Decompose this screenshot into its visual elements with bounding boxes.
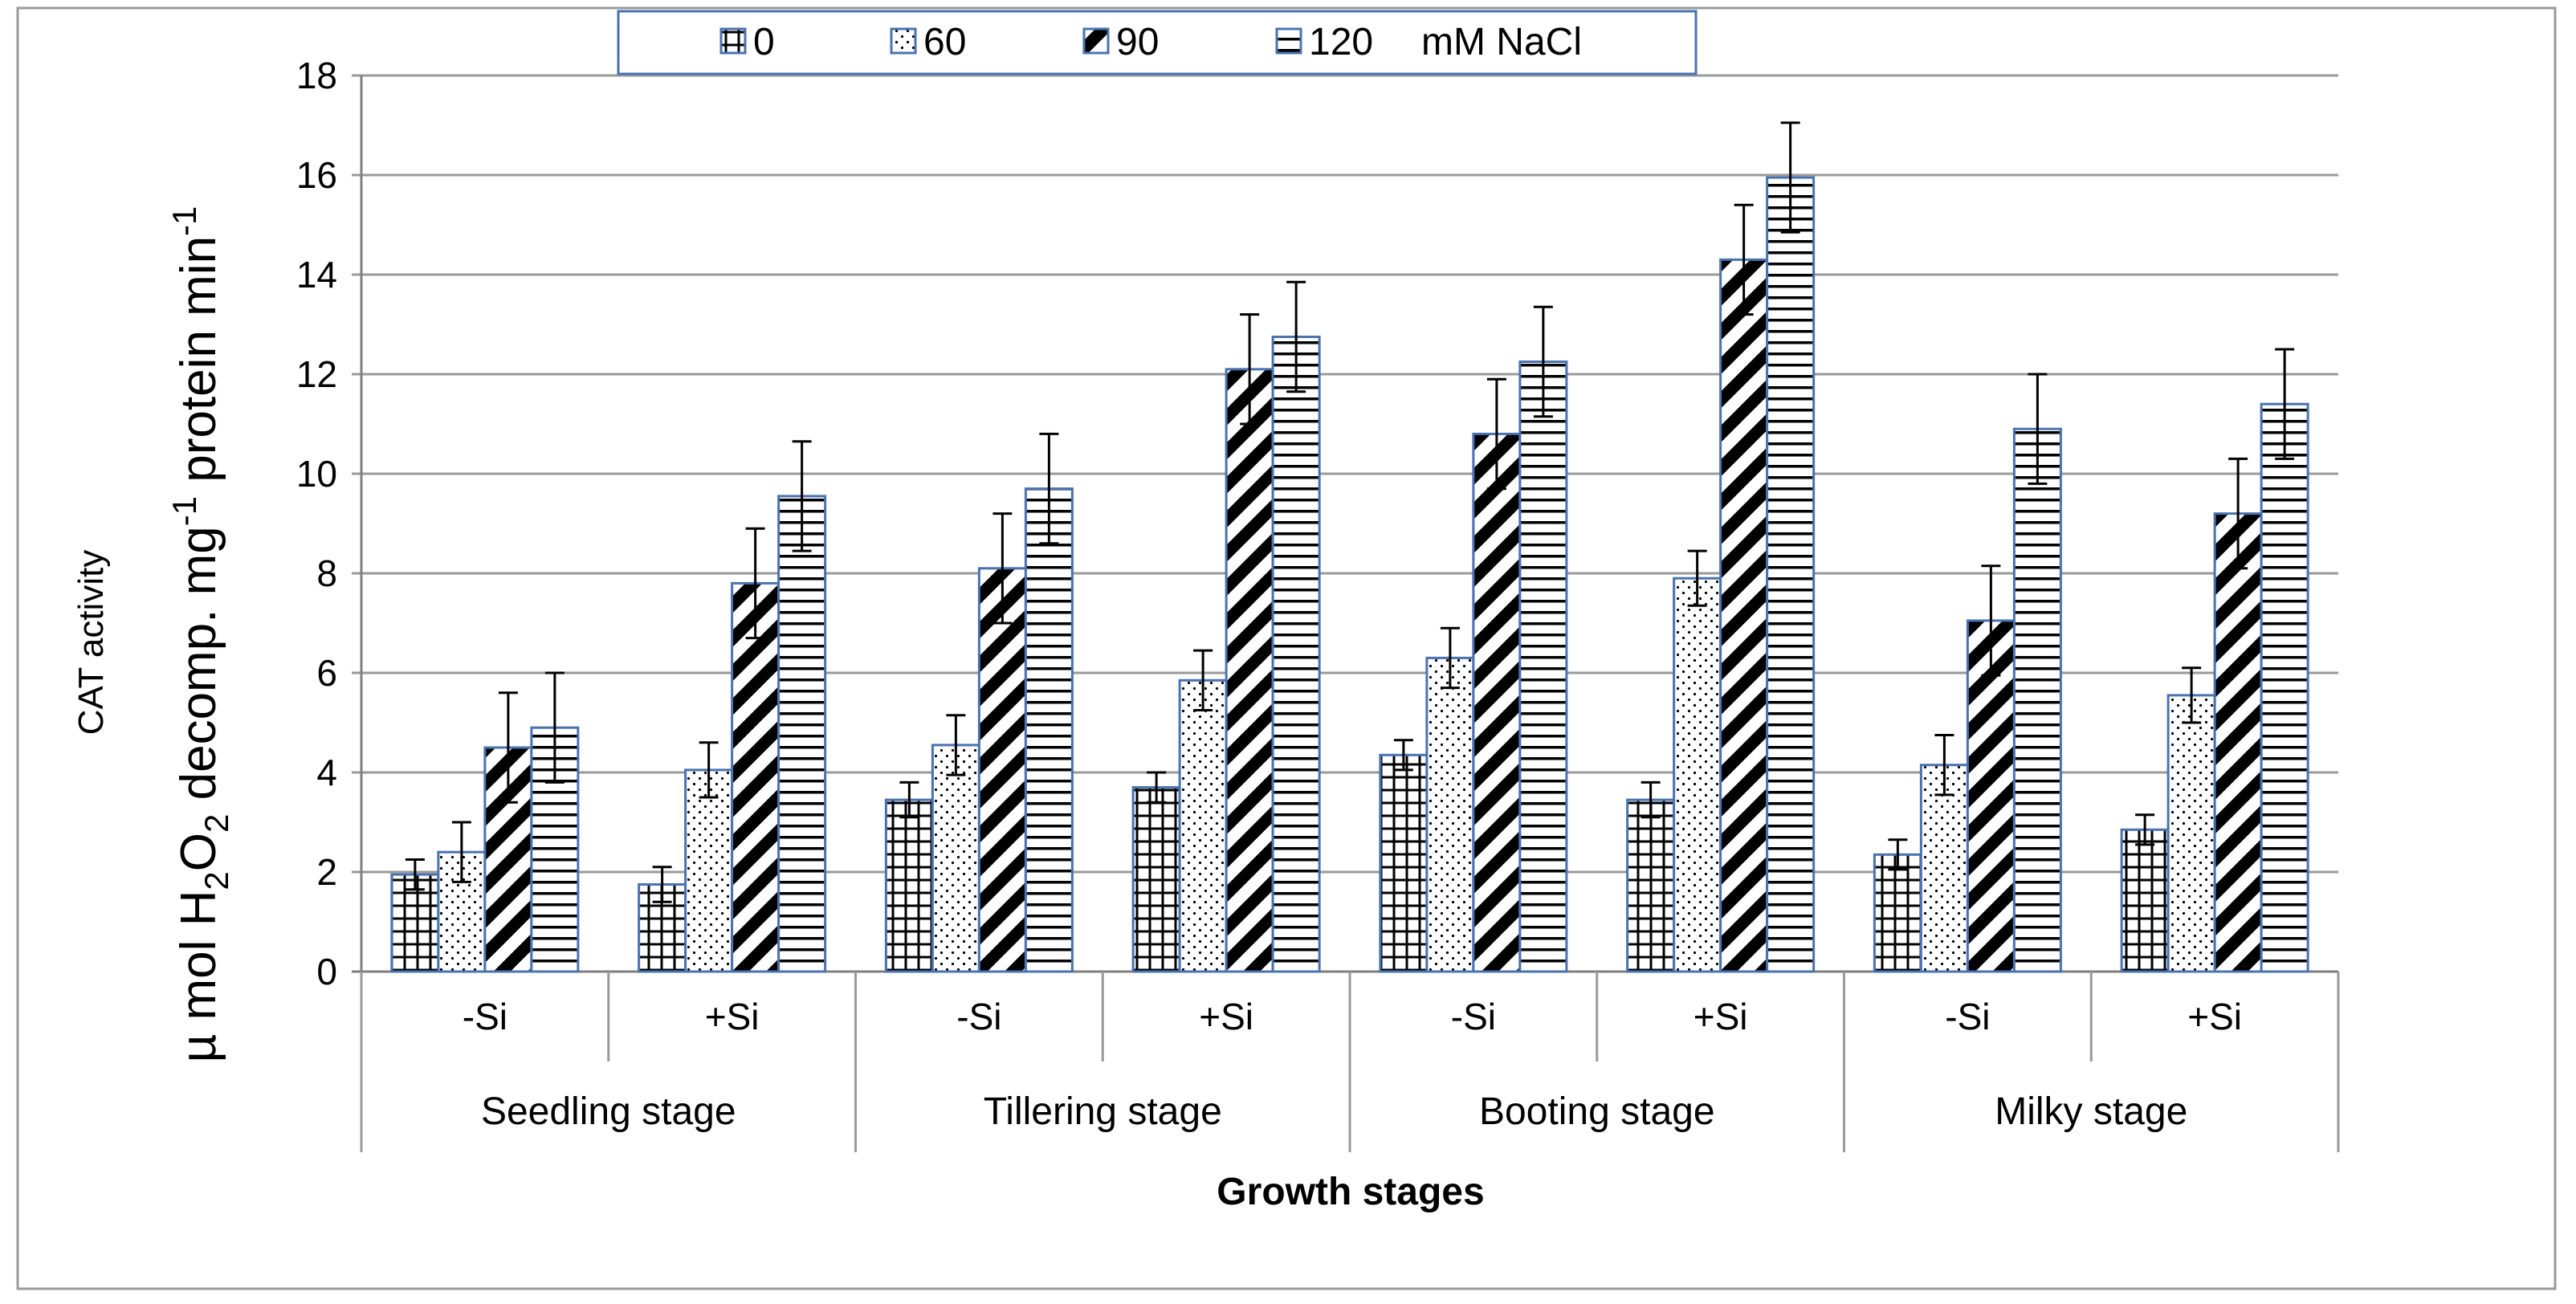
y-axis-label-sub1: 2 (198, 871, 235, 890)
legend-swatch-90 (1082, 27, 1110, 55)
y-axis-label-part2: O (171, 833, 226, 871)
x-subgroup-label: +Si (705, 996, 760, 1037)
legend-box (617, 10, 1698, 75)
bar-60-booting-stage-plus-si (1673, 577, 1722, 973)
legend-label-60: 60 (923, 21, 966, 63)
bar-60-tillering-stage-minus-si (931, 744, 980, 973)
y-tick-label: 0 (316, 951, 337, 992)
bars (390, 176, 2309, 973)
bar-90-seedling-stage-plus-si (731, 581, 781, 973)
y-tick-label: 14 (296, 254, 337, 295)
x-group-label: Seedling stage (481, 1090, 736, 1133)
legend-swatch-120 (1275, 27, 1302, 55)
x-subgroup-label: -Si (1451, 996, 1496, 1037)
bar-90-tillering-stage-plus-si (1225, 368, 1274, 973)
x-group-label: Tillering stage (984, 1090, 1222, 1133)
y-axis-label-sup1: -1 (165, 496, 203, 526)
x-subgroup-label: -Si (956, 996, 1001, 1037)
bar-120-milky-stage-plus-si (2260, 402, 2309, 973)
y-tick-label: 6 (316, 652, 337, 694)
y-tick-label: 4 (316, 752, 337, 793)
y-tick-label: 12 (296, 353, 337, 395)
bar-0-tillering-stage-minus-si (884, 798, 934, 973)
y-axis: 0 2 4 6 8 10 12 14 16 18 (296, 55, 363, 992)
bar-0-booting-stage-minus-si (1379, 753, 1429, 973)
x-axis-title: Growth stages (1217, 1171, 1484, 1213)
x-subgroup-label: +Si (1199, 996, 1253, 1037)
y-tick-label: 8 (316, 552, 337, 594)
x-subgroup-label: +Si (2187, 996, 2242, 1037)
y-axis-label-part4: protein min (171, 236, 226, 496)
y-axis-label-sup2: -1 (165, 206, 203, 236)
bar-120-seedling-stage-plus-si (777, 495, 827, 973)
bar-90-milky-stage-plus-si (2213, 512, 2263, 973)
bar-0-milky-stage-minus-si (1873, 853, 1922, 973)
bar-0-tillering-stage-plus-si (1131, 786, 1181, 973)
bar-120-milky-stage-minus-si (2012, 427, 2062, 973)
bar-60-booting-stage-minus-si (1425, 656, 1475, 973)
legend: 0 60 90 120 mM NaCl (617, 10, 1698, 75)
y-axis-small-label: CAT activity (71, 550, 111, 736)
y-axis-label-part3: decomp. mg (171, 526, 226, 813)
legend-label-90: 90 (1116, 21, 1159, 63)
x-subgroup-label: -Si (463, 996, 507, 1037)
bar-120-booting-stage-plus-si (1766, 176, 1816, 973)
x-axis: -Si +Si -Si +Si -Si +Si -Si +Si Seedling stage Ti… (360, 972, 2340, 1152)
legend-label-120: 120 (1309, 21, 1373, 63)
bar-120-tillering-stage-plus-si (1271, 336, 1321, 973)
bar-60-seedling-stage-plus-si (684, 768, 734, 973)
legend-label-0: 0 (753, 21, 775, 63)
legend-swatch-60 (890, 27, 917, 55)
bar-90-booting-stage-minus-si (1472, 432, 1522, 973)
bar-120-booting-stage-minus-si (1518, 361, 1568, 973)
y-tick-label: 16 (296, 154, 337, 196)
legend-unit: mM NaCl (1421, 21, 1582, 63)
y-axis-label: µ mol H2O2 decomp. mg-1 protein min-1 (165, 206, 235, 1063)
y-axis-label-sub2: 2 (198, 814, 235, 833)
bar-60-tillering-stage-plus-si (1178, 678, 1228, 973)
y-tick-label: 2 (316, 851, 337, 893)
y-tick-label: 18 (296, 55, 337, 96)
legend-swatch-0 (719, 27, 747, 55)
bar-90-tillering-stage-minus-si (977, 567, 1027, 973)
x-subgroup-label: +Si (1694, 996, 1748, 1037)
bar-90-booting-stage-plus-si (1719, 258, 1769, 973)
bar-120-tillering-stage-minus-si (1024, 487, 1074, 973)
y-tick-label: 10 (296, 453, 337, 495)
bar-0-seedling-stage-minus-si (390, 873, 440, 973)
error-bars (405, 121, 2295, 903)
bar-60-milky-stage-plus-si (2166, 694, 2216, 973)
bar-0-booting-stage-plus-si (1626, 798, 1676, 973)
y-axis-label-part1: µ mol H (171, 890, 226, 1063)
x-group-label: Booting stage (1479, 1090, 1715, 1133)
x-subgroup-label: -Si (1945, 996, 1990, 1037)
x-group-label: Milky stage (1995, 1090, 2187, 1133)
bar-0-milky-stage-plus-si (2120, 828, 2170, 973)
